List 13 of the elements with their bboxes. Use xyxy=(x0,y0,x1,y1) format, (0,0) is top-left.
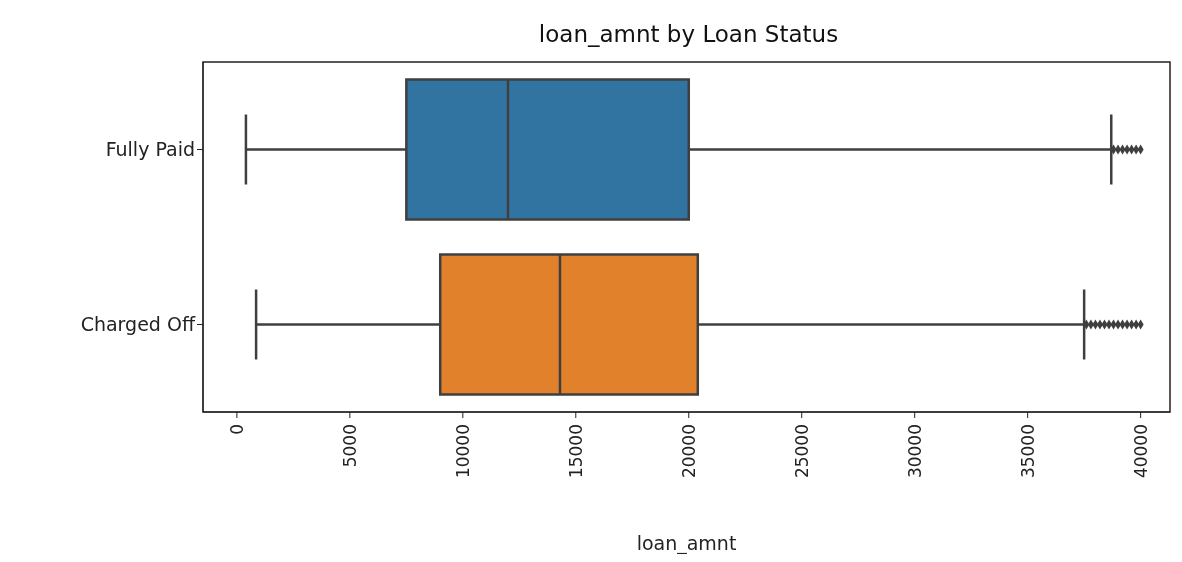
x-tick-label: 15000 xyxy=(565,424,586,479)
x-tick-label: 5000 xyxy=(339,424,360,468)
x-tick-label: 20000 xyxy=(678,424,699,479)
x-tick-label: 30000 xyxy=(904,424,925,479)
chart-title: loan_amnt by Loan Status xyxy=(537,20,840,49)
x-tick-label: 0 xyxy=(226,424,247,435)
y-tick-label: Charged Off xyxy=(80,313,196,336)
x-axis-title: loan_amnt xyxy=(636,532,737,555)
x-tick-label: 10000 xyxy=(452,424,473,479)
y-tick-label: Fully Paid xyxy=(105,138,195,161)
x-tick-label: 35000 xyxy=(1017,424,1038,479)
x-tick-label: 40000 xyxy=(1130,424,1151,479)
x-tick-label: 25000 xyxy=(791,424,812,479)
